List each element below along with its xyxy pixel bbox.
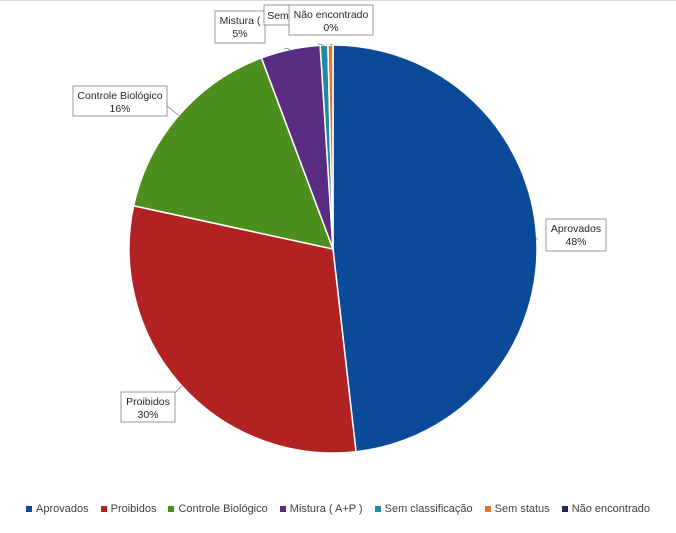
legend-swatch-aprovados <box>26 506 32 512</box>
legend-label-aprovados: Aprovados <box>36 503 89 515</box>
legend-label-mistura-a-p: Mistura ( A+P ) <box>290 503 363 515</box>
legend-item-sem-classificacao: Sem classificação <box>375 503 473 515</box>
legend-item-aprovados: Aprovados <box>26 503 89 515</box>
chart-legend: Aprovados Proibidos Controle Biológico Mist… <box>0 500 676 518</box>
legend-swatch-proibidos <box>101 506 107 512</box>
data-label-name-aprovados: Aprovados <box>551 223 601 235</box>
legend-label-sem-classificacao: Sem classificação <box>385 503 473 515</box>
legend-item-sem-status: Sem status <box>485 503 550 515</box>
legend-item-controle-biologico: Controle Biológico <box>168 503 267 515</box>
pie-slice-aprovados <box>333 45 537 452</box>
data-label-name-nao-encontrado: Não encontrado <box>294 9 369 21</box>
data-label-name-proibidos: Proibidos <box>126 396 170 408</box>
data-label-value-aprovados: 48% <box>565 236 586 248</box>
leader-line-mistura-a-p <box>284 48 290 50</box>
legend-swatch-nao-encontrado <box>562 506 568 512</box>
legend-label-controle-biologico: Controle Biológico <box>178 503 267 515</box>
legend-swatch-sem-classificacao <box>375 506 381 512</box>
legend-swatch-sem-status <box>485 506 491 512</box>
legend-item-mistura-a-p: Mistura ( A+P ) <box>280 503 363 515</box>
data-label-value-mistura-a-p: 5% <box>232 28 247 40</box>
legend-item-proibidos: Proibidos <box>101 503 157 515</box>
data-label-value-nao-encontrado: 0% <box>323 22 338 34</box>
data-label-name-controle-biologico: Controle Biológico <box>77 90 162 102</box>
legend-swatch-mistura-a-p <box>280 506 286 512</box>
data-label-value-proibidos: 30% <box>137 409 158 421</box>
data-label-name-mistura-a-p: Mistura ( <box>220 15 261 27</box>
legend-label-nao-encontrado: Não encontrado <box>572 503 650 515</box>
legend-item-nao-encontrado: Não encontrado <box>562 503 650 515</box>
legend-label-sem-status: Sem status <box>495 503 550 515</box>
data-label-name-sem-classificacao: Sem <box>267 10 289 22</box>
legend-swatch-controle-biologico <box>168 506 174 512</box>
data-label-value-controle-biologico: 16% <box>109 103 130 115</box>
legend-label-proibidos: Proibidos <box>111 503 157 515</box>
